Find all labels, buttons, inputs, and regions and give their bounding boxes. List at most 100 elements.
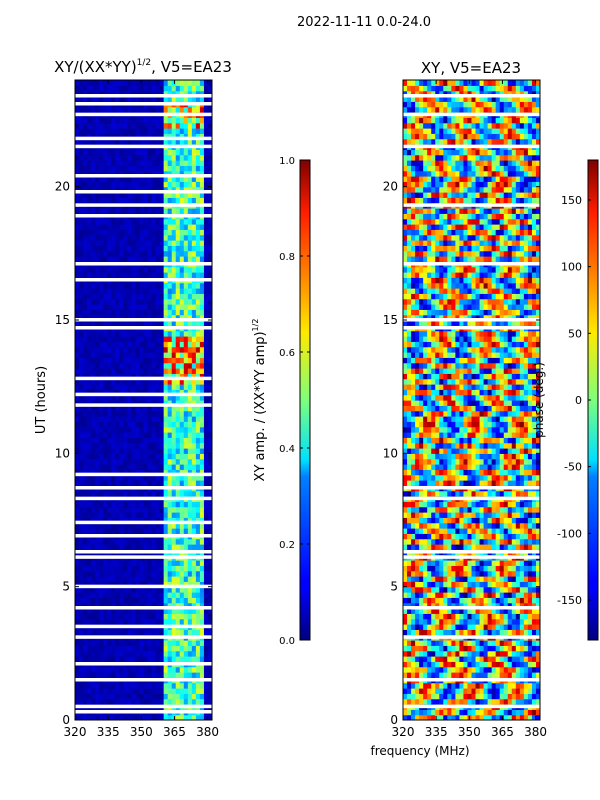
heatmap-cell	[439, 618, 444, 625]
heatmap-cell	[195, 346, 201, 353]
heatmap-cell	[191, 416, 197, 422]
heatmap-cell	[147, 330, 153, 337]
heatmap-cell	[163, 272, 169, 278]
heatmap-cell	[119, 224, 124, 230]
heatmap-cell	[403, 629, 408, 636]
heatmap-cell	[175, 650, 181, 657]
heatmap-cell	[75, 96, 80, 102]
heatmap-cell	[143, 149, 149, 156]
heatmap-cell	[115, 693, 120, 700]
heatmap-cell	[131, 480, 137, 486]
heatmap-cell	[127, 106, 133, 113]
heatmap-cell	[91, 133, 96, 140]
heatmap-cell	[131, 640, 137, 646]
heatmap-cell	[499, 602, 505, 609]
heatmap-cell	[151, 458, 157, 465]
heatmap-cell	[187, 85, 193, 92]
heatmap-cell	[111, 672, 116, 678]
left-colorbar-label: XY amp. / (XX*YY amp)1/2	[251, 319, 268, 482]
heatmap-cell	[79, 378, 84, 385]
heatmap-cell	[467, 688, 473, 694]
heatmap-cell	[123, 426, 128, 433]
heatmap-cell	[179, 693, 185, 700]
heatmap-cell	[99, 416, 104, 422]
heatmap-cell	[459, 650, 465, 657]
heatmap-cell	[199, 218, 205, 225]
x-tick-label: 380	[196, 725, 219, 739]
heatmap-cell	[499, 661, 505, 668]
heatmap-cell	[151, 592, 157, 598]
heatmap-cell	[79, 592, 84, 598]
heatmap-cell	[107, 85, 112, 92]
heatmap-cell	[87, 165, 92, 172]
heatmap-cell	[99, 453, 104, 460]
heatmap-cell	[147, 362, 153, 369]
heatmap-cell	[163, 240, 169, 246]
heatmap-cell	[107, 480, 112, 486]
heatmap-cell	[107, 250, 112, 257]
heatmap-cell	[131, 602, 137, 609]
heatmap-cell	[83, 432, 88, 438]
heatmap-cell	[159, 410, 165, 417]
heatmap-cell	[107, 229, 112, 236]
heatmap-cell	[139, 448, 145, 454]
heatmap-cell	[191, 506, 197, 513]
heatmap-cell	[79, 384, 84, 390]
heatmap-cell	[99, 330, 104, 337]
heatmap-cell	[475, 645, 481, 652]
heatmap-cell	[111, 597, 116, 604]
heatmap-cell	[195, 480, 201, 486]
heatmap-cell	[207, 458, 212, 465]
heatmap-cell	[127, 570, 133, 577]
heatmap-cell	[131, 512, 137, 518]
heatmap-cell	[183, 357, 189, 364]
heatmap-cell	[199, 234, 205, 241]
heatmap-cell	[119, 138, 124, 145]
heatmap-cell	[203, 576, 209, 582]
heatmap-cell	[455, 592, 461, 598]
heatmap-cell	[159, 698, 165, 705]
heatmap-cell	[183, 362, 189, 369]
heatmap-cell	[75, 117, 80, 124]
heatmap-cell	[127, 330, 133, 337]
heatmap-cell	[159, 250, 165, 257]
heatmap-cell	[95, 464, 100, 470]
heatmap-cell	[83, 218, 88, 225]
heatmap-cell	[435, 629, 440, 636]
heatmap-cell	[479, 592, 485, 598]
heatmap-cell	[75, 240, 80, 246]
heatmap-cell	[131, 154, 137, 161]
heatmap-cell	[535, 709, 540, 716]
heatmap-cell	[99, 522, 104, 529]
heatmap-cell	[163, 581, 169, 588]
heatmap-cell	[199, 597, 205, 604]
heatmap-cell	[115, 437, 120, 444]
heatmap-cell	[83, 672, 88, 678]
heatmap-cell	[191, 602, 197, 609]
heatmap-cell	[75, 181, 80, 188]
heatmap-cell	[207, 597, 212, 604]
heatmap-cell	[167, 197, 173, 204]
heatmap-cell	[451, 688, 456, 694]
heatmap-cell	[191, 698, 197, 705]
heatmap-cell	[75, 288, 80, 294]
heatmap-cell	[463, 608, 469, 614]
heatmap-cell	[115, 170, 120, 177]
heatmap-cell	[167, 618, 173, 625]
heatmap-cell	[159, 224, 165, 230]
heatmap-cell	[167, 517, 173, 524]
heatmap-cell	[175, 560, 181, 566]
heatmap-cell	[147, 181, 153, 188]
heatmap-cell	[119, 117, 124, 124]
heatmap-cell	[407, 597, 412, 604]
heatmap-cell	[103, 266, 108, 273]
heatmap-cell	[495, 656, 501, 662]
heatmap-cell	[195, 538, 201, 545]
heatmap-cell	[95, 602, 100, 609]
heatmap-cell	[99, 650, 104, 657]
heatmap-cell	[427, 656, 432, 662]
heatmap-cell	[99, 90, 104, 97]
heatmap-cell	[147, 400, 153, 406]
heatmap-cell	[443, 688, 448, 694]
heatmap-cell	[119, 362, 124, 369]
